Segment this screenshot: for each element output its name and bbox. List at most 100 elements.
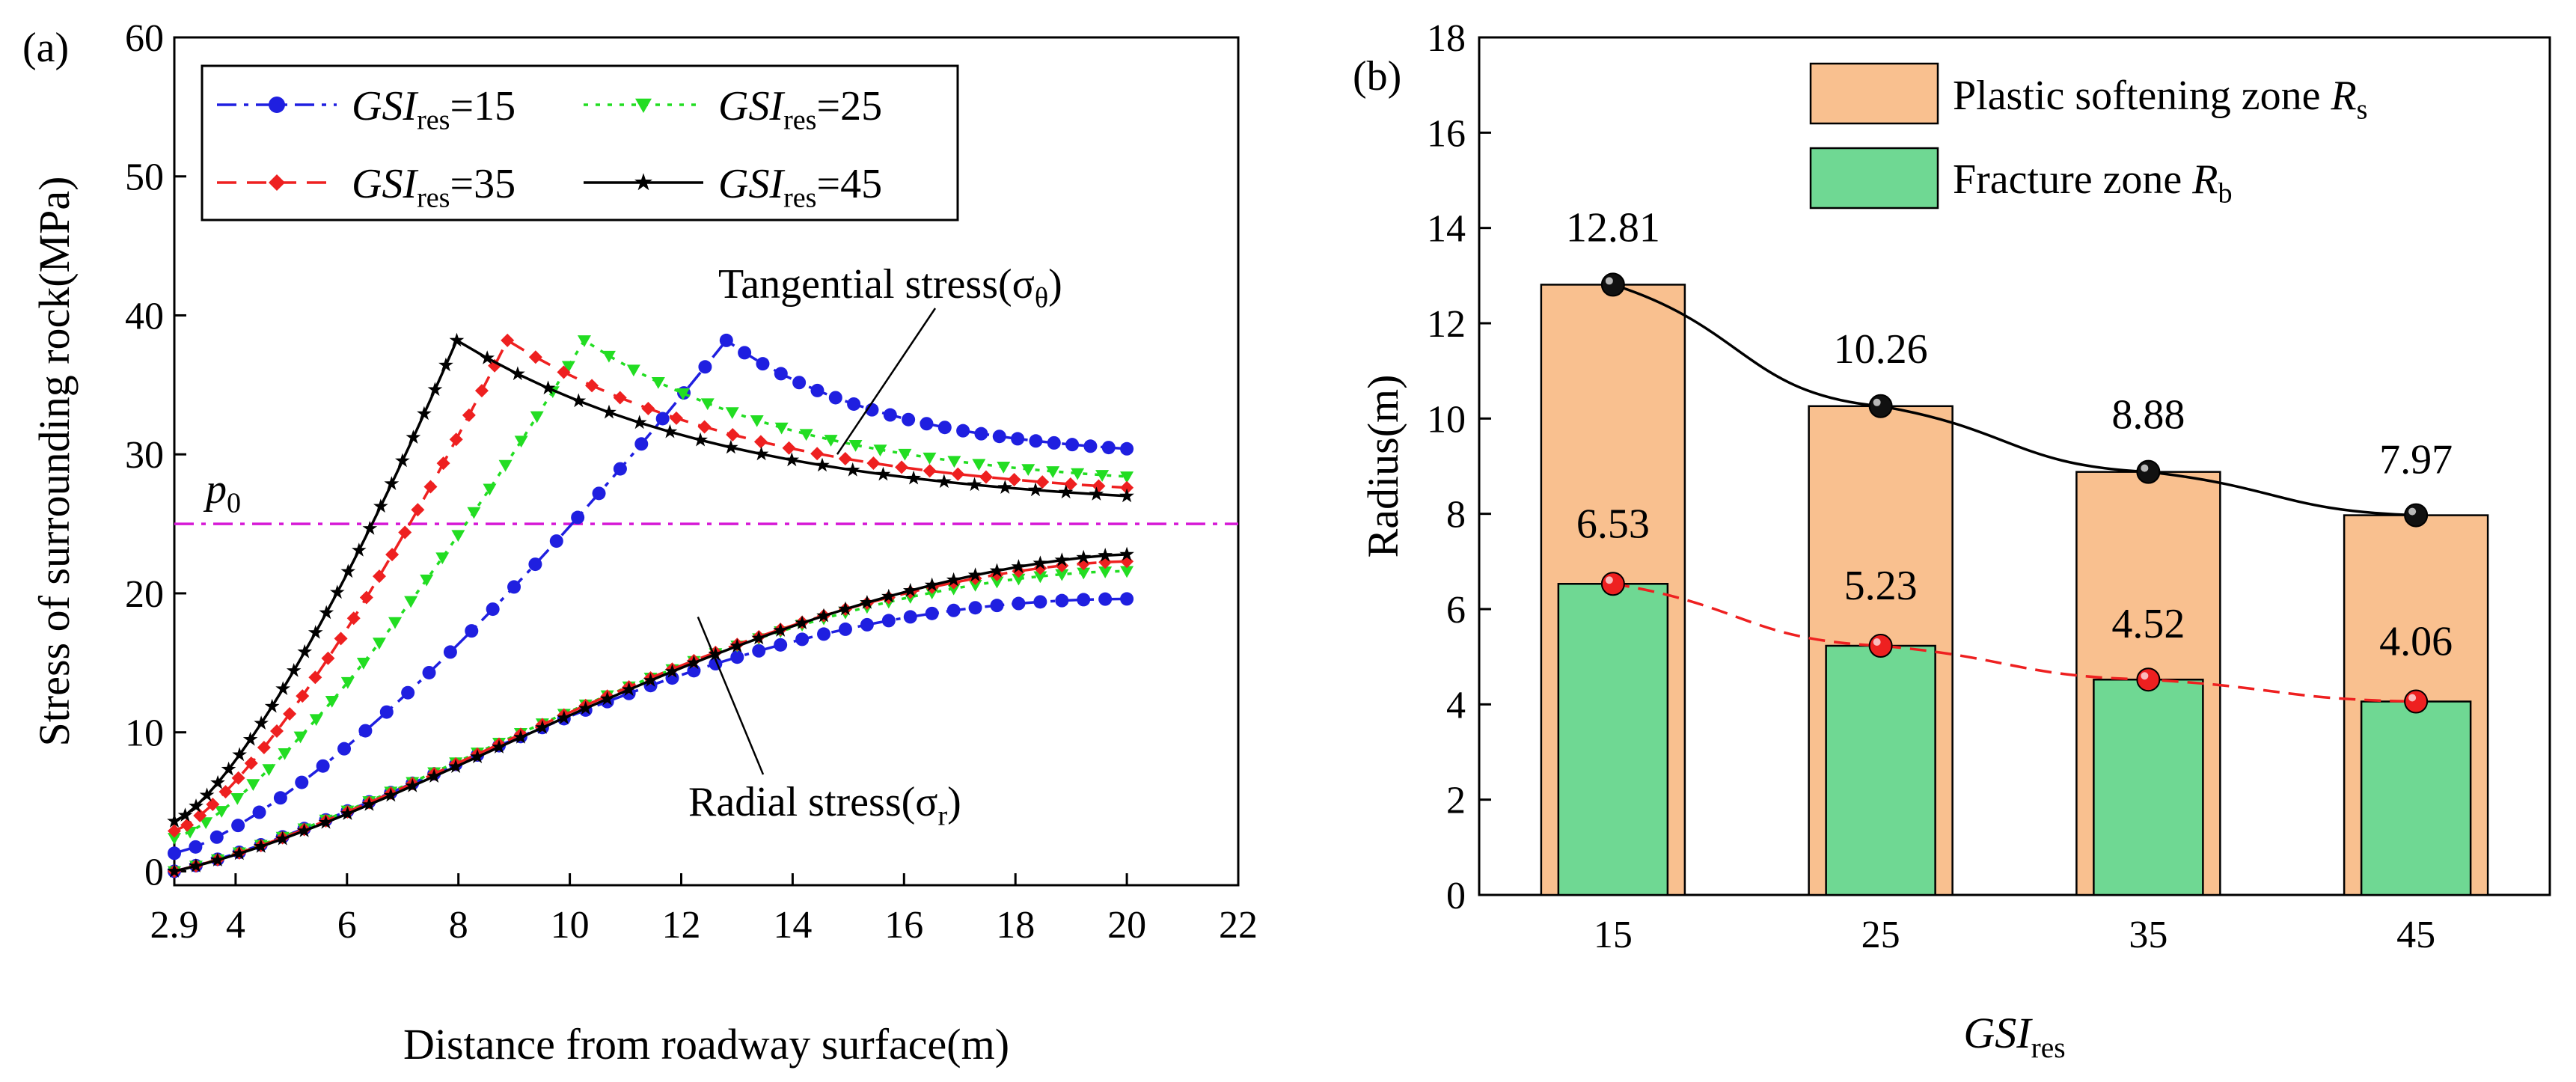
tangential-point [352, 542, 367, 557]
radial-point [1098, 566, 1113, 578]
tangential-point [799, 429, 813, 441]
plot-frame [1478, 36, 2551, 896]
tangential-point [420, 574, 434, 587]
tangential-point [698, 360, 712, 374]
tangential-point [845, 462, 860, 477]
tangential-point [1047, 435, 1061, 450]
x-axis-title: Distance from roadway surface(m) [403, 1020, 1009, 1069]
tangential-point [372, 638, 386, 649]
tangential-point [828, 391, 842, 405]
data-point [2404, 503, 2429, 528]
tangential-point [1063, 477, 1077, 492]
tangential-point [895, 460, 909, 474]
tangential-point [483, 483, 497, 496]
tangential-point [738, 346, 752, 360]
tangential-point [168, 846, 181, 861]
radial-point [1055, 569, 1069, 581]
tangential-point [997, 462, 1011, 474]
tangential-point [467, 507, 481, 519]
x-tick-label: 8 [449, 904, 468, 947]
tangential-point [1065, 438, 1080, 452]
tangential-point [1120, 441, 1134, 456]
tangential-point [1083, 439, 1098, 453]
tangential-point [585, 379, 599, 393]
tangential-point [979, 470, 993, 484]
tangential-point [359, 590, 373, 605]
tangential-point [577, 335, 591, 347]
radial-point [1012, 573, 1026, 586]
tangential-point [210, 774, 225, 789]
radial-point [383, 787, 399, 802]
data-point [1600, 572, 1625, 596]
x-tick-label: 12 [661, 904, 700, 947]
tangential-point [1101, 441, 1116, 455]
tangential-point [1120, 471, 1134, 483]
tangential-point [824, 435, 838, 447]
radial-point [838, 601, 853, 616]
tangential-point [498, 459, 513, 472]
radial-point [1098, 548, 1113, 562]
radial-point [968, 579, 982, 592]
radial-point [1033, 571, 1047, 584]
tangential-point [321, 651, 335, 665]
data-point [1600, 272, 1625, 297]
tangential-point [792, 376, 807, 390]
tangential-point [232, 747, 247, 762]
radial-point [730, 650, 744, 664]
data-point-highlight [2141, 464, 2149, 472]
tangential-point [549, 534, 563, 548]
radial-point [989, 563, 1005, 578]
radial-point [708, 647, 723, 661]
tangential-point [784, 452, 800, 467]
tangential-point [951, 467, 965, 481]
tangential-point [209, 830, 224, 844]
tangential-point [530, 411, 544, 424]
radial-point [902, 582, 918, 597]
radial-point [1033, 595, 1047, 609]
bar-fracture-zone [2093, 678, 2204, 896]
tangential-point [753, 435, 768, 449]
annotation-tangential: Tangential stress(σθ) [718, 261, 1062, 314]
legend-label-softening: Plastic softening zone Rs [1953, 73, 2368, 125]
value-label-fracture: 6.53 [1576, 501, 1650, 547]
y-tick-label: 30 [125, 434, 164, 477]
tangential-point [774, 422, 789, 435]
tangential-point [1095, 470, 1110, 482]
data-point [2136, 459, 2161, 484]
bar-fracture-zone [1557, 583, 1669, 896]
tangential-point [385, 548, 400, 562]
tangential-point [528, 350, 542, 364]
panel-a-line-chart: 0 10 20 30 40 50 60 2.9 4 6 8 10 12 14 16 18 20 22 Distanc… [22, 17, 1258, 1069]
legend-box [201, 64, 959, 221]
radial-point [167, 864, 182, 878]
tangential-point [838, 451, 852, 465]
x-tick-label: 22 [1219, 904, 1258, 947]
radial-point [686, 655, 702, 670]
tangential-point [358, 724, 373, 738]
tangential-point [308, 670, 322, 685]
tangential-point [293, 731, 308, 744]
tangential-point [264, 698, 280, 713]
radial-point [946, 603, 961, 617]
radial-point [817, 627, 831, 641]
annotation-radial-leader [697, 617, 765, 775]
tangential-point [325, 696, 339, 708]
tangential-point [626, 364, 640, 377]
tangential-point [810, 383, 824, 397]
tangential-point [177, 807, 193, 822]
tangential-point [449, 332, 465, 347]
tangential-point [641, 401, 655, 415]
y-tick-label: 14 [1427, 208, 1466, 251]
x-tick-label: 16 [884, 904, 923, 947]
tangential-point [1058, 484, 1074, 499]
tangential-point [937, 474, 952, 489]
tangential-point [866, 456, 881, 471]
radial-point [340, 806, 355, 820]
tangential-point [676, 388, 690, 400]
tangential-point [651, 377, 665, 389]
tangential-point [278, 748, 292, 760]
radial-point [946, 583, 961, 596]
data-point-highlight [2141, 672, 2149, 680]
x-tick-label: 4 [226, 904, 245, 947]
radial-point [751, 630, 767, 645]
